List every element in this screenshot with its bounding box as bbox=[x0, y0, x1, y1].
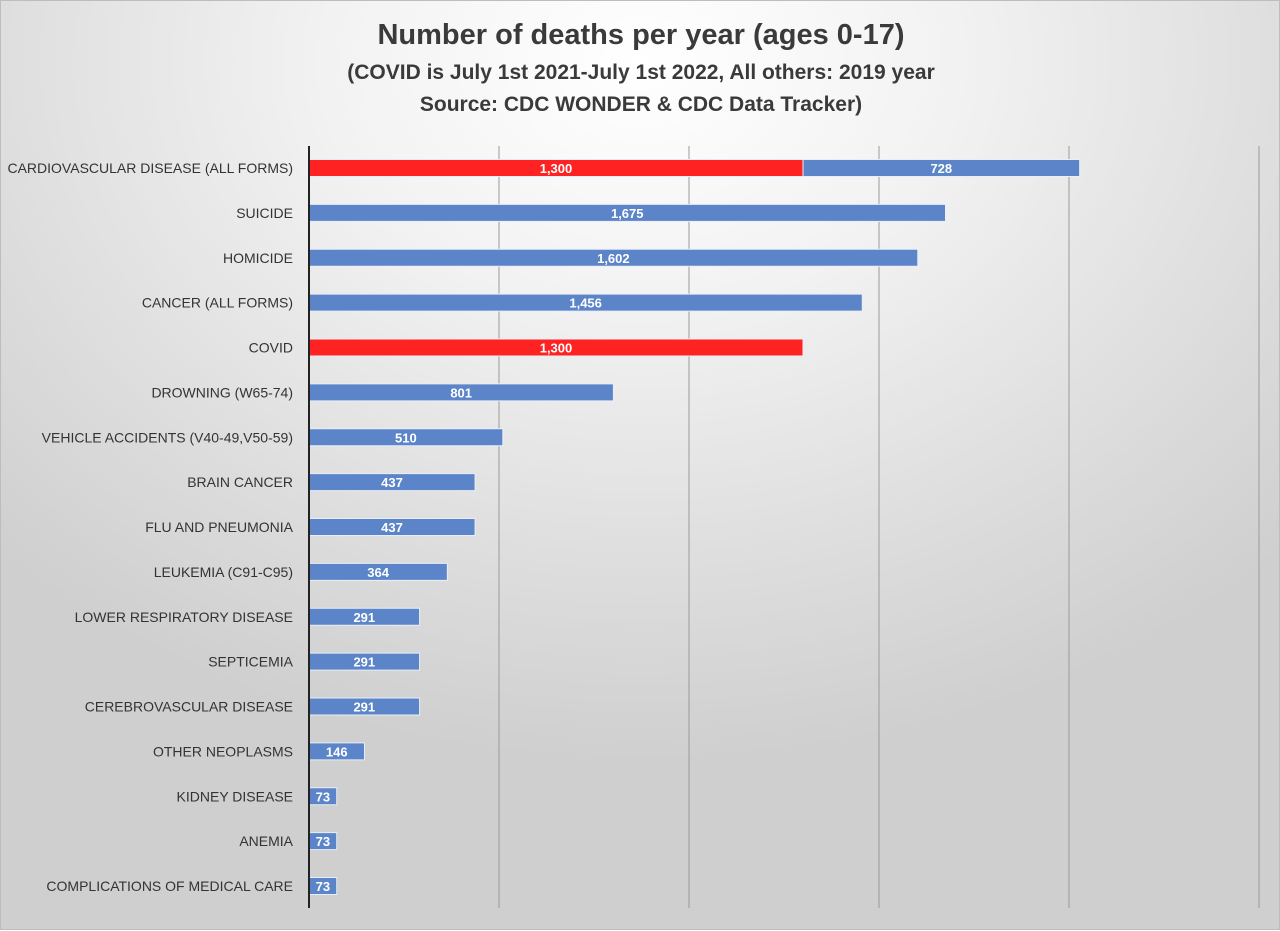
category-label: COVID bbox=[249, 340, 293, 356]
data-label: 146 bbox=[326, 744, 348, 759]
data-label: 437 bbox=[381, 520, 403, 535]
data-label: 364 bbox=[367, 565, 389, 580]
category-label: ANEMIA bbox=[239, 833, 293, 849]
category-label: SUICIDE bbox=[236, 205, 293, 221]
data-label: 291 bbox=[353, 610, 375, 625]
category-label: FLU AND PNEUMONIA bbox=[145, 519, 293, 535]
data-label: 728 bbox=[930, 161, 952, 176]
data-label: 73 bbox=[316, 879, 330, 894]
category-label: DROWNING (W65-74) bbox=[151, 384, 293, 400]
data-label: 1,300 bbox=[540, 341, 573, 356]
data-label: 291 bbox=[353, 700, 375, 715]
category-label: LOWER RESPIRATORY DISEASE bbox=[75, 609, 293, 625]
data-label: 437 bbox=[381, 475, 403, 490]
category-label: CANCER (ALL FORMS) bbox=[142, 295, 293, 311]
data-label: 1,602 bbox=[597, 251, 630, 266]
category-label: SEPTICEMIA bbox=[208, 654, 293, 670]
category-label: OTHER NEOPLASMS bbox=[153, 743, 293, 759]
chart-subtitle-line1: (COVID is July 1st 2021-July 1st 2022, A… bbox=[347, 61, 935, 84]
category-label: CARDIOVASCULAR DISEASE (ALL FORMS) bbox=[7, 160, 293, 176]
category-label: LEUKEMIA (C91-C95) bbox=[154, 564, 293, 580]
category-label: VEHICLE ACCIDENTS (V40-49,V50-59) bbox=[42, 429, 293, 445]
data-label: 510 bbox=[395, 430, 417, 445]
category-label: CEREBROVASCULAR DISEASE bbox=[85, 699, 293, 715]
chart-subtitle-line2: Source: CDC WONDER & CDC Data Tracker) bbox=[419, 93, 863, 116]
chart-title: Number of deaths per year (ages 0-17) bbox=[377, 19, 905, 51]
category-label: KIDNEY DISEASE bbox=[177, 788, 293, 804]
data-label: 1,675 bbox=[611, 206, 644, 221]
data-label: 801 bbox=[450, 385, 472, 400]
category-label: COMPLICATIONS OF MEDICAL CARE bbox=[46, 878, 293, 894]
category-label: HOMICIDE bbox=[223, 250, 293, 266]
data-label: 1,456 bbox=[569, 296, 602, 311]
bar-blue bbox=[802, 159, 1081, 177]
data-label: 73 bbox=[316, 789, 330, 804]
data-label: 73 bbox=[316, 834, 330, 849]
data-label: 1,300 bbox=[540, 161, 573, 176]
category-label: BRAIN CANCER bbox=[187, 474, 293, 490]
data-label: 291 bbox=[353, 655, 375, 670]
